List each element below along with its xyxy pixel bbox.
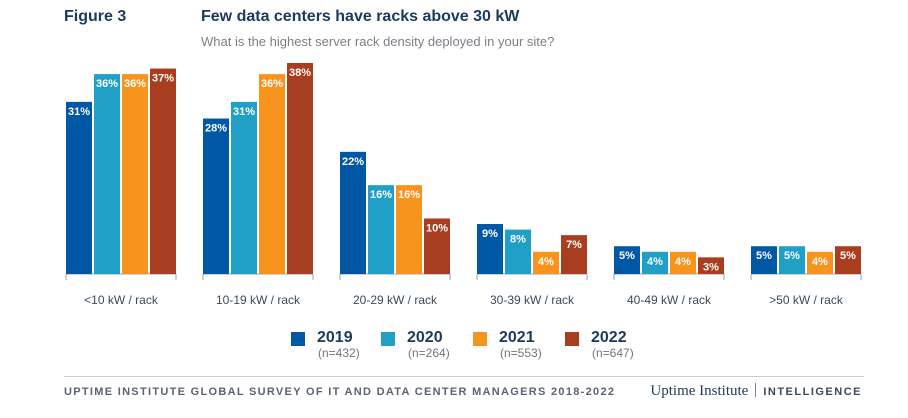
bar-value-label: 4%	[538, 256, 554, 268]
bar	[94, 74, 120, 275]
bar	[561, 235, 587, 274]
bar	[424, 218, 450, 274]
bar-value-label: 36%	[124, 78, 146, 90]
bar-chart: 31% 36% 36% 37% <10 kW / rack 28% 31% 36% 38% 10-…	[65, 63, 862, 307]
bar	[533, 251, 559, 274]
chart-legend: 2019 (n=432) 2020 (n=264) 2021 (n=553) 2…	[291, 329, 691, 365]
bar	[150, 68, 176, 274]
bar	[614, 246, 640, 274]
legend-year: 2022	[591, 329, 627, 346]
bar	[751, 246, 777, 274]
footer-source: UPTIME INSTITUTE GLOBAL SURVEY OF IT AND…	[64, 386, 616, 398]
category-label: <10 kW / rack	[84, 293, 159, 307]
bar-value-label: 37%	[152, 73, 174, 85]
legend-sample-size: (n=647)	[592, 346, 634, 360]
bar-value-label: 36%	[96, 78, 118, 90]
category-label: 40-49 kW / rack	[627, 293, 712, 307]
bar	[477, 224, 503, 274]
bar-value-label: 7%	[566, 239, 582, 251]
bar-value-label: 16%	[398, 189, 420, 201]
bar-value-label: 5%	[756, 250, 772, 262]
bar-value-label: 8%	[510, 234, 526, 246]
bar	[66, 101, 92, 274]
category-label: >50 kW / rack	[769, 293, 844, 307]
bar-value-label: 4%	[675, 256, 691, 268]
category-label: 30-39 kW / rack	[490, 293, 575, 307]
legend-sample-size: (n=264)	[408, 346, 450, 360]
bar	[670, 251, 696, 274]
legend-sample-size: (n=432)	[318, 346, 360, 360]
brand-unit: INTELLIGENCE	[763, 386, 862, 398]
bar-value-label: 28%	[205, 123, 227, 135]
bar-value-label: 22%	[342, 156, 364, 168]
bar	[231, 101, 257, 274]
bar-value-label: 5%	[840, 250, 856, 262]
bar	[698, 257, 724, 274]
category-label: 10-19 kW / rack	[216, 293, 301, 307]
bar-value-label: 31%	[233, 106, 255, 118]
bar	[122, 74, 148, 275]
chart-subtitle: What is the highest server rack density …	[201, 34, 555, 49]
legend-year: 2019	[317, 329, 353, 346]
brand-separator	[755, 383, 757, 397]
chart-title: Few data centers have racks above 30 kW	[201, 8, 520, 25]
legend-swatch	[565, 332, 579, 346]
category-label: 20-29 kW / rack	[353, 293, 438, 307]
legend-swatch	[291, 332, 305, 346]
figure-label: Figure 3	[64, 8, 127, 25]
brand-name: Uptime Institute	[650, 383, 749, 399]
bar	[340, 151, 366, 274]
bar-value-label: 38%	[289, 67, 311, 79]
bar-value-label: 10%	[426, 222, 448, 234]
bar	[287, 63, 313, 274]
bar	[259, 74, 285, 275]
bar-value-label: 5%	[619, 250, 635, 262]
legend-year: 2020	[407, 329, 443, 346]
bar	[835, 246, 861, 274]
bar	[396, 185, 422, 274]
bar-value-label: 3%	[703, 261, 719, 273]
bar-value-label: 4%	[812, 256, 828, 268]
bar-value-label: 36%	[261, 78, 283, 90]
bar	[203, 118, 229, 275]
bar-value-label: 9%	[482, 228, 498, 240]
bar-value-label: 31%	[68, 106, 90, 118]
legend-year: 2021	[499, 329, 535, 346]
legend-swatch	[473, 332, 487, 346]
brand-logo: Uptime Institute INTELLIGENCE	[650, 383, 862, 400]
bar	[642, 251, 668, 274]
bar	[505, 229, 531, 274]
legend-swatch	[381, 332, 395, 346]
bar-value-label: 16%	[370, 189, 392, 201]
bar	[368, 185, 394, 274]
bar	[807, 251, 833, 274]
bar-value-label: 5%	[784, 250, 800, 262]
footer-divider	[64, 376, 864, 377]
legend-sample-size: (n=553)	[500, 346, 542, 360]
bar	[779, 246, 805, 274]
bar-value-label: 4%	[647, 256, 663, 268]
